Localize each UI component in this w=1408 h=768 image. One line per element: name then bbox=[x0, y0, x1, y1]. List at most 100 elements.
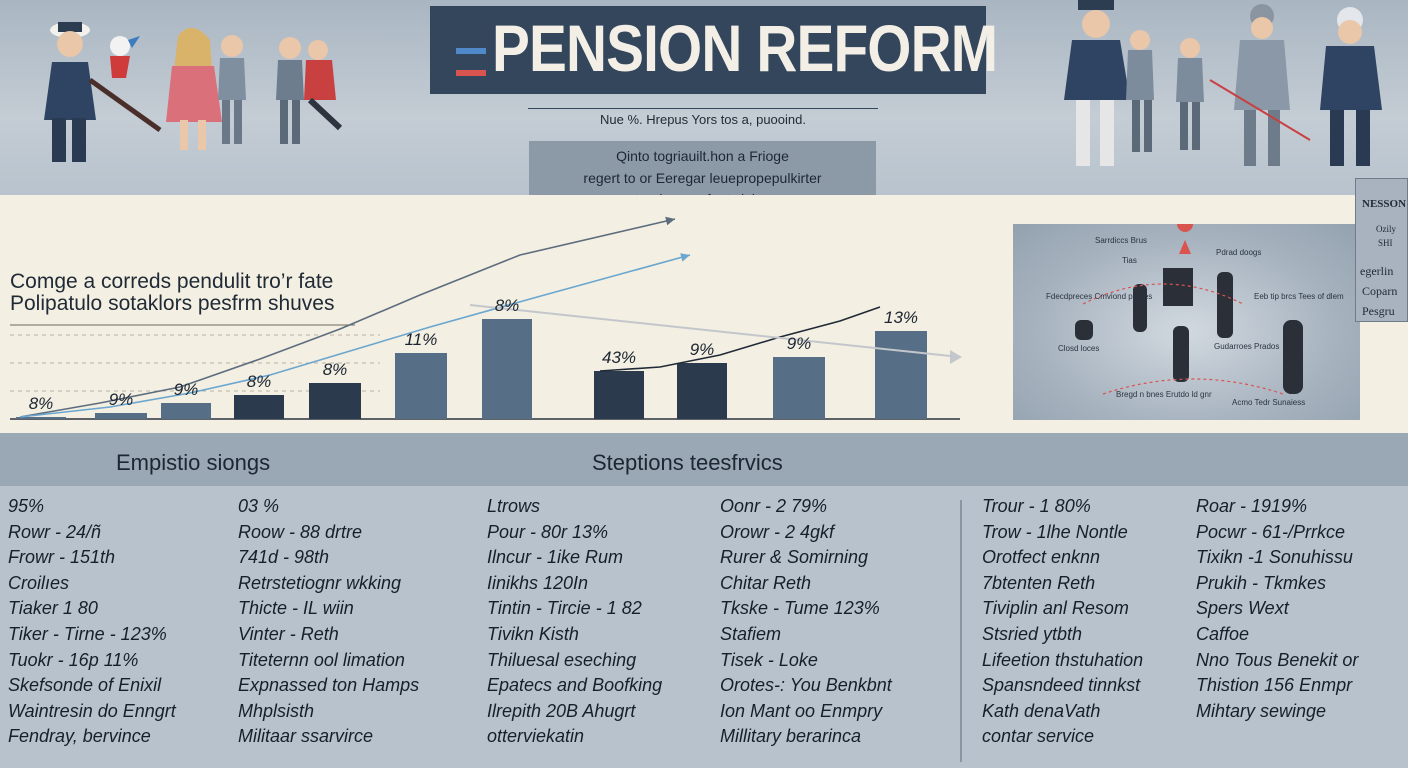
data-label: 11% bbox=[405, 330, 438, 349]
list-item: 03 % bbox=[238, 496, 280, 516]
list-item: Tuokr - 16p 11% bbox=[8, 649, 139, 670]
child-figure-icon bbox=[1126, 30, 1154, 152]
list-item: Epatecs and Boofking bbox=[487, 675, 663, 696]
callout-line: Qinto togriauilt.hon a Frioge bbox=[616, 148, 789, 164]
column-divider bbox=[960, 500, 962, 762]
list-item: Millitary berarinca bbox=[720, 726, 862, 747]
list-item: 7btenten Reth bbox=[982, 572, 1096, 593]
map-label: Fdecdpreces Cmviond proces bbox=[1046, 292, 1153, 301]
list-item: Tiaker 1 80 bbox=[8, 598, 98, 619]
chart-title: Comge a correds pendulit tro’r fate bbox=[10, 270, 334, 293]
list-item: Retrstetiognr wkking bbox=[238, 572, 402, 593]
list-item: Spansndeed tinnkst bbox=[982, 675, 1141, 696]
side-tag-text: egerlin bbox=[1360, 264, 1394, 278]
blue-trend-line bbox=[19, 254, 691, 418]
right-illustration bbox=[1064, 0, 1382, 166]
title-box bbox=[430, 6, 986, 94]
bar bbox=[16, 417, 66, 419]
list-item: Lifeetion thstuhation bbox=[982, 649, 1144, 670]
page-title: PENSION REFORM bbox=[492, 11, 998, 85]
data-label: 13% bbox=[884, 308, 918, 327]
list-item: Kath denaVath bbox=[982, 700, 1101, 721]
data-label: 9% bbox=[787, 334, 812, 353]
crowd-figures-icon bbox=[1075, 268, 1303, 394]
bar-chart: 8% 9% 9% 8% 8% 11% 8% 43% 9% 9% 13% bbox=[10, 216, 962, 420]
side-tag-text: SHI bbox=[1378, 238, 1393, 248]
worker-figure-icon bbox=[1234, 4, 1290, 166]
list-item: Fendray, bervince bbox=[8, 726, 151, 747]
data-label: 43% bbox=[602, 348, 636, 367]
list-item: Tiker - Tirne - 123% bbox=[8, 623, 167, 644]
list-item: Rurer & Somirning bbox=[720, 547, 869, 568]
blue-trend-arrowhead bbox=[680, 253, 690, 262]
side-tag-text: Ozily bbox=[1376, 224, 1396, 234]
side-tag-text: Pesgru bbox=[1362, 304, 1395, 318]
list-item: Tivikn Kisth bbox=[487, 623, 579, 644]
list-item: Stsried ytbth bbox=[982, 623, 1083, 644]
list-item: Spers Wext bbox=[1196, 598, 1289, 619]
list-item: Pour - 80r 13% bbox=[487, 521, 609, 542]
decline-trend-line bbox=[469, 304, 961, 358]
boy-figure-icon bbox=[218, 35, 246, 144]
data-label: 9% bbox=[690, 340, 715, 359]
data-label: 9% bbox=[109, 390, 134, 409]
list-item: Thicte - IL wiin bbox=[238, 598, 354, 619]
map-label: Bregd n bnes Erutdo ld gnr bbox=[1116, 390, 1212, 399]
section-title-left: Empistio siongs bbox=[116, 450, 271, 475]
official-figure-icon bbox=[1320, 7, 1382, 166]
upper-trend-arrowhead bbox=[665, 216, 675, 226]
map-label: Tias bbox=[1122, 256, 1137, 265]
list-item: Rowr - 24/ñ bbox=[8, 521, 102, 542]
map-label: Eeb tip brcs Tees of dlem bbox=[1254, 292, 1344, 301]
list-item: Titeternn ool limation bbox=[238, 649, 405, 670]
bird-figure-icon bbox=[110, 36, 140, 78]
girl-figure-icon bbox=[166, 27, 222, 150]
official-figure-icon bbox=[1064, 0, 1130, 166]
list-item: Orotfect enknn bbox=[982, 547, 1101, 568]
map-pin-icon bbox=[1177, 224, 1193, 232]
list-item: Tiviplin anl Resom bbox=[982, 598, 1129, 619]
list-column-4: Oonr - 2 79% Orowr - 2 4gkf Rurer & Somi… bbox=[720, 494, 892, 750]
list-item: Stafiem bbox=[720, 623, 782, 644]
list-item: Waintresin do Enngrt bbox=[8, 700, 176, 721]
boy-figure-icon bbox=[276, 37, 304, 144]
list-item: Croilıes bbox=[8, 572, 70, 593]
list-item: Tisek - Loke bbox=[720, 649, 818, 670]
list-item: 95% bbox=[8, 496, 45, 516]
list-item: Oonr - 2 79% bbox=[720, 496, 828, 516]
list-item: Orowr - 2 4gkf bbox=[720, 521, 835, 542]
page-subtitle: Nue %. Hrepus Yors tos a, puooind. bbox=[600, 112, 806, 127]
bar bbox=[95, 413, 147, 419]
list-item: Ion Mant oo Enmpry bbox=[720, 700, 883, 721]
list-column-5: Trour - 1 80% Trow - 1lhe Nontle Orotfec… bbox=[982, 494, 1143, 750]
map-label: Sarrdiccs Brus bbox=[1095, 236, 1148, 245]
bar bbox=[482, 319, 532, 419]
side-tag-text: Coparn bbox=[1362, 284, 1398, 298]
data-label: 8% bbox=[323, 360, 348, 379]
callout-line: regert to or Eeregar leuepropepulkirter bbox=[583, 170, 822, 186]
list-column-3: Ltrows Pour - 80r 13% Ilncur - 1ike Rum … bbox=[487, 494, 662, 750]
section-title-mid: Steptions teesfrvics bbox=[592, 450, 783, 475]
elder-figure-icon bbox=[304, 40, 343, 131]
bar bbox=[395, 353, 447, 419]
map-figures bbox=[1075, 224, 1303, 395]
official-figure-icon bbox=[44, 22, 162, 162]
list-item: Thistion 156 Enmpr bbox=[1196, 675, 1353, 696]
list-item: Roow - 88 drtre bbox=[238, 521, 363, 542]
data-label: 9% bbox=[174, 380, 199, 399]
list-item: otterviekatin bbox=[487, 726, 585, 747]
list-item: Pocwr - 61-/Prrkce bbox=[1196, 521, 1346, 542]
subtitle-divider bbox=[528, 108, 878, 109]
list-item: Tkske - Tume 123% bbox=[720, 598, 880, 619]
bar bbox=[773, 357, 825, 419]
list-item: Prukih - Tkmkes bbox=[1196, 572, 1327, 593]
bar bbox=[875, 331, 927, 419]
list-item: Skefsonde of Enixil bbox=[8, 675, 162, 696]
list-item: Chitar Reth bbox=[720, 572, 812, 593]
list-column-1: 95% Rowr - 24/ñ Frowr - 151th Croilıes T… bbox=[8, 494, 176, 750]
bar bbox=[161, 403, 211, 419]
data-label: 8% bbox=[29, 394, 54, 413]
list-item: Mihtary sewinge bbox=[1196, 700, 1327, 721]
upper-trend-line bbox=[19, 218, 676, 418]
list-item: Frowr - 151th bbox=[8, 547, 116, 568]
